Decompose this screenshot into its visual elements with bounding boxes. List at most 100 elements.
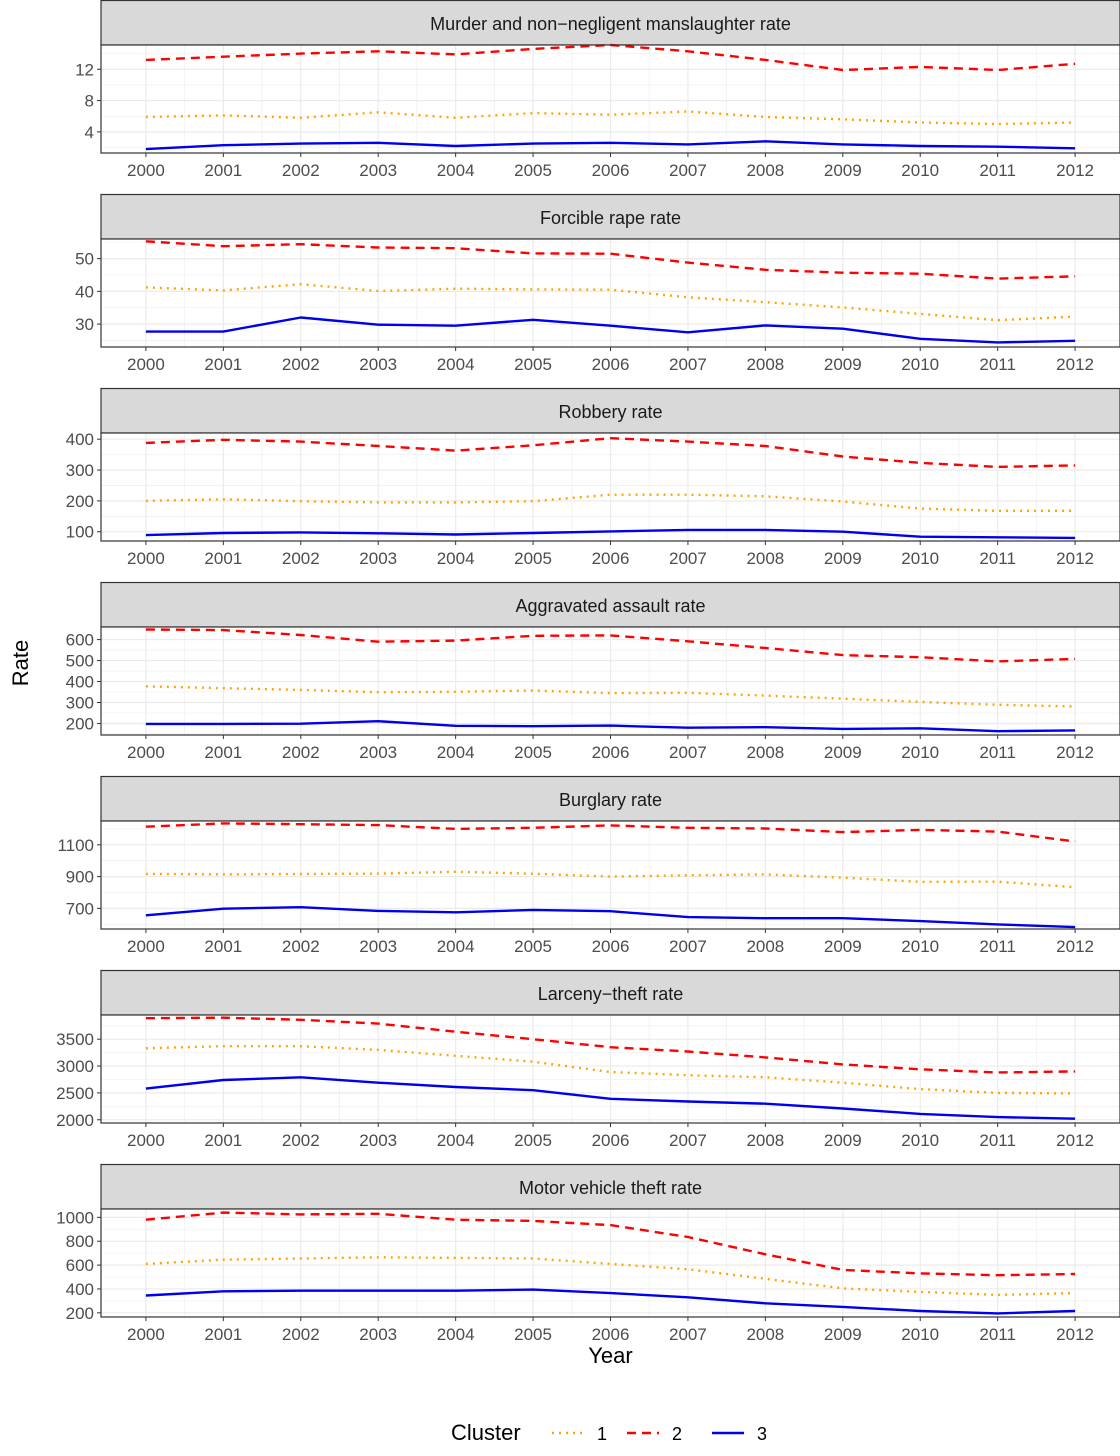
x-tick-label: 2004 — [437, 161, 475, 180]
panel: Larceny−theft rate 2000 2500 3000 3500 2000 20… — [56, 969, 1120, 1150]
x-tick-label: 2009 — [824, 1325, 862, 1344]
x-tick-label: 2005 — [514, 549, 552, 568]
x-tick-label: 2006 — [592, 355, 630, 374]
series-line-cluster-3 — [145, 906, 1076, 929]
x-tick-label: 2001 — [204, 1131, 242, 1150]
x-tick-label: 2000 — [127, 1131, 165, 1150]
x-tick-label: 2003 — [359, 937, 397, 956]
y-tick-label: 200 — [66, 1304, 94, 1323]
x-tick-label: 2002 — [282, 1131, 320, 1150]
x-tick-label: 2006 — [592, 549, 630, 568]
x-tick-label: 2011 — [979, 937, 1016, 956]
x-tick-label: 2009 — [824, 355, 862, 374]
y-tick-label: 3000 — [56, 1057, 94, 1076]
y-tick-label: 400 — [66, 1280, 94, 1299]
series-line-cluster-1 — [145, 493, 1076, 512]
x-tick-label: 2001 — [204, 549, 242, 568]
x-tick-label: 2005 — [514, 161, 552, 180]
facet-strip — [100, 0, 1120, 46]
x-tick-label: 2006 — [592, 743, 630, 762]
x-tick-label: 2006 — [592, 161, 630, 180]
y-tick-label: 600 — [66, 1256, 94, 1275]
facet-strip-title: Larceny−theft rate — [538, 984, 684, 1004]
x-tick-label: 2001 — [204, 937, 242, 956]
y-tick-label: 40 — [75, 282, 94, 301]
facet-strip — [100, 387, 1120, 434]
legend-label-cluster-3: 3 — [757, 1424, 767, 1444]
x-tick-label: 2002 — [282, 937, 320, 956]
x-tick-label: 2002 — [282, 1325, 320, 1344]
x-tick-label: 2011 — [979, 1325, 1016, 1344]
x-tick-label: 2003 — [359, 1131, 397, 1150]
x-tick-label: 2011 — [979, 743, 1016, 762]
legend-label-cluster-1: 1 — [597, 1424, 607, 1444]
facet-strip-title: Burglary rate — [559, 790, 662, 810]
series-line-cluster-1 — [145, 1044, 1076, 1095]
x-tick-label: 2011 — [979, 355, 1016, 374]
x-tick-label: 2000 — [127, 549, 165, 568]
x-tick-label: 2012 — [1056, 743, 1094, 762]
x-tick-label: 2003 — [359, 1325, 397, 1344]
series-line-cluster-2 — [145, 240, 1076, 280]
y-axis-title: Rate — [8, 640, 33, 686]
series-line-cluster-2 — [145, 437, 1076, 469]
series-line-cluster-3 — [145, 140, 1076, 151]
facet-strip — [100, 581, 1120, 628]
x-tick-label: 2004 — [437, 743, 475, 762]
y-tick-label: 50 — [75, 250, 94, 269]
x-tick-label: 2003 — [359, 743, 397, 762]
y-tick-label: 400 — [66, 430, 94, 449]
y-tick-label: 500 — [66, 652, 94, 671]
x-tick-label: 2006 — [592, 1325, 630, 1344]
x-tick-label: 2011 — [979, 1131, 1016, 1150]
x-tick-label: 2007 — [669, 355, 707, 374]
y-tick-label: 600 — [66, 631, 94, 650]
x-tick-label: 2000 — [127, 161, 165, 180]
facet-strip — [100, 969, 1120, 1016]
x-tick-label: 2005 — [514, 1325, 552, 1344]
facet-strip-title: Robbery rate — [558, 402, 662, 422]
y-tick-label: 2500 — [56, 1084, 94, 1103]
x-tick-label: 2001 — [204, 161, 242, 180]
x-tick-label: 2008 — [746, 549, 784, 568]
facet-strip — [100, 1163, 1120, 1210]
x-tick-label: 2008 — [746, 937, 784, 956]
x-tick-label: 2001 — [204, 743, 242, 762]
x-tick-label: 2002 — [282, 549, 320, 568]
legend: Cluster 1 2 3 — [451, 1420, 767, 1445]
series-line-cluster-1 — [145, 685, 1076, 708]
x-tick-label: 2011 — [979, 161, 1016, 180]
x-tick-label: 2010 — [901, 1325, 939, 1344]
y-tick-label: 8 — [85, 92, 94, 111]
facet-strip-title: Murder and non−negligent manslaughter ra… — [430, 14, 791, 34]
x-tick-label: 2005 — [514, 355, 552, 374]
series-line-cluster-3 — [145, 528, 1076, 540]
x-tick-label: 2011 — [979, 549, 1016, 568]
y-tick-label: 12 — [75, 60, 94, 79]
x-tick-label: 2008 — [746, 161, 784, 180]
series-line-cluster-3 — [145, 1076, 1076, 1120]
x-tick-label: 2004 — [437, 937, 475, 956]
series-line-cluster-1 — [145, 870, 1076, 889]
x-tick-label: 2007 — [669, 937, 707, 956]
y-tick-label: 30 — [75, 315, 94, 334]
x-tick-label: 2012 — [1056, 355, 1094, 374]
x-tick-label: 2010 — [901, 549, 939, 568]
x-tick-label: 2000 — [127, 1325, 165, 1344]
x-tick-label: 2009 — [824, 549, 862, 568]
x-tick-label: 2006 — [592, 1131, 630, 1150]
facet-strip-title: Aggravated assault rate — [515, 596, 705, 616]
x-tick-label: 2004 — [437, 549, 475, 568]
x-tick-label: 2005 — [514, 937, 552, 956]
panel: Robbery rate 100 200 300 400 2000 2001 2002 2003… — [66, 387, 1120, 568]
x-tick-label: 2001 — [204, 1325, 242, 1344]
facet-strip-title: Motor vehicle theft rate — [519, 1178, 702, 1198]
x-tick-label: 2006 — [592, 937, 630, 956]
series-line-cluster-3 — [145, 1288, 1076, 1315]
x-tick-label: 2004 — [437, 1131, 475, 1150]
x-tick-label: 2002 — [282, 743, 320, 762]
x-tick-label: 2003 — [359, 355, 397, 374]
x-tick-label: 2007 — [669, 1325, 707, 1344]
series-line-cluster-2 — [145, 1211, 1076, 1277]
